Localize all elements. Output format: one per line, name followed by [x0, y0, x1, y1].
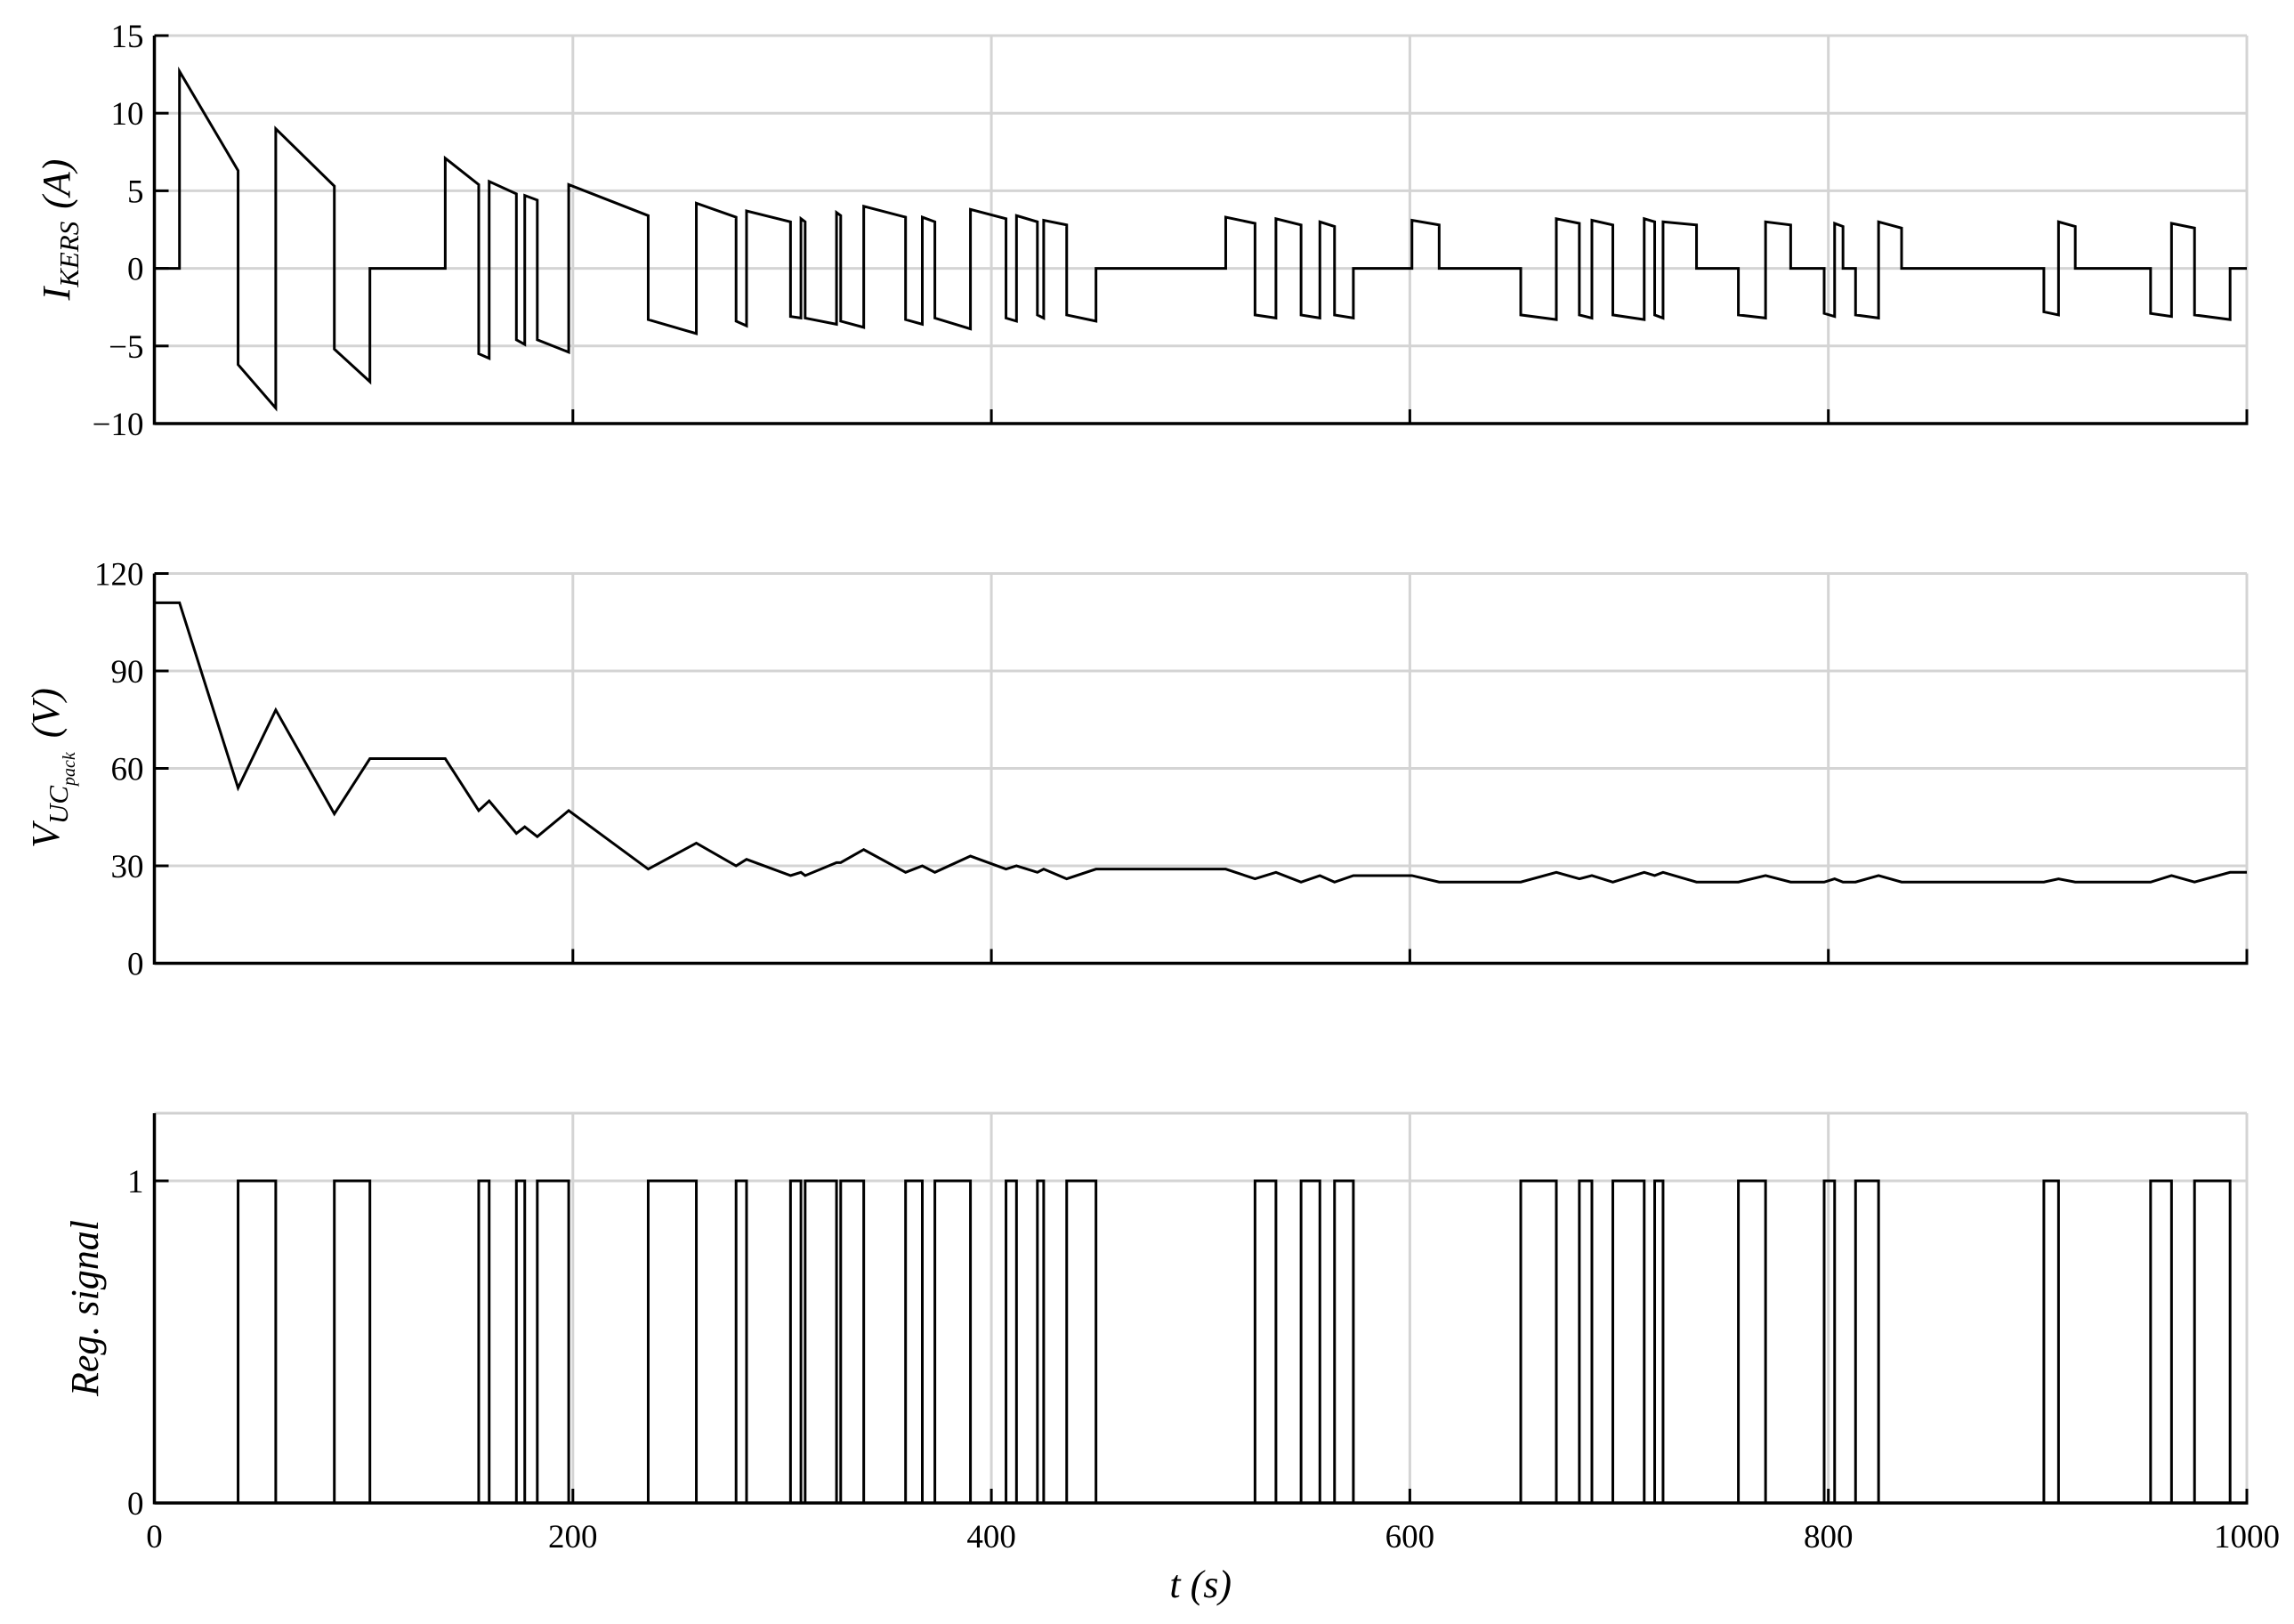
x-tick-label: 200: [548, 1519, 598, 1555]
y-label-base: V: [24, 820, 68, 848]
y-tick-label: −10: [93, 407, 144, 443]
x-tick-label: 600: [1385, 1519, 1435, 1555]
x-tick-label: 0: [146, 1519, 163, 1555]
y-label-unit: (A): [35, 159, 78, 209]
data-line: [154, 66, 2247, 412]
y-tick-label: 30: [111, 849, 144, 885]
y-labels: IKERS (A) VUCpack (V) Reg. signal: [24, 159, 107, 1397]
y-tick-label: 1: [127, 1164, 144, 1200]
y-label-sub: UC: [43, 786, 74, 824]
y-tick-label: 10: [111, 96, 144, 133]
y-tick-label: 5: [127, 174, 144, 210]
y-label-unit: (V): [24, 688, 68, 738]
y-axis-label: Reg. signal: [63, 1220, 107, 1397]
subplot: −10 −5 0 5 10 15: [93, 19, 2249, 443]
y-label-subsub: pack: [60, 751, 79, 788]
y-tick-label: −5: [109, 329, 143, 366]
data-line: [154, 1179, 2247, 1505]
y-axis-label: IKERS (A): [35, 159, 85, 302]
y-tick-label: 0: [127, 947, 144, 983]
y-tick-label: 0: [127, 252, 144, 288]
y-label-base: I: [35, 285, 78, 301]
x-tick-label: 1000: [2214, 1519, 2280, 1555]
y-tick-label: 60: [111, 752, 144, 788]
y-tick-label: 90: [111, 654, 144, 691]
subplot: 0 30 60 90 120: [94, 557, 2249, 983]
y-label-sub: KERS: [53, 222, 85, 288]
subplot: 0 200 400 600 800 1000 0 1 t (s): [127, 1111, 2280, 1606]
x-tick-label: 400: [966, 1519, 1016, 1555]
y-tick-label: 15: [111, 19, 144, 55]
y-tick-label: 120: [94, 557, 144, 594]
data-line: [154, 601, 2247, 884]
x-axis-label: t (s): [1169, 1563, 1232, 1606]
y-axis-label: VUCpack (V): [24, 688, 79, 848]
y-tick-label: 0: [127, 1486, 144, 1523]
x-tick-label: 800: [1804, 1519, 1854, 1555]
